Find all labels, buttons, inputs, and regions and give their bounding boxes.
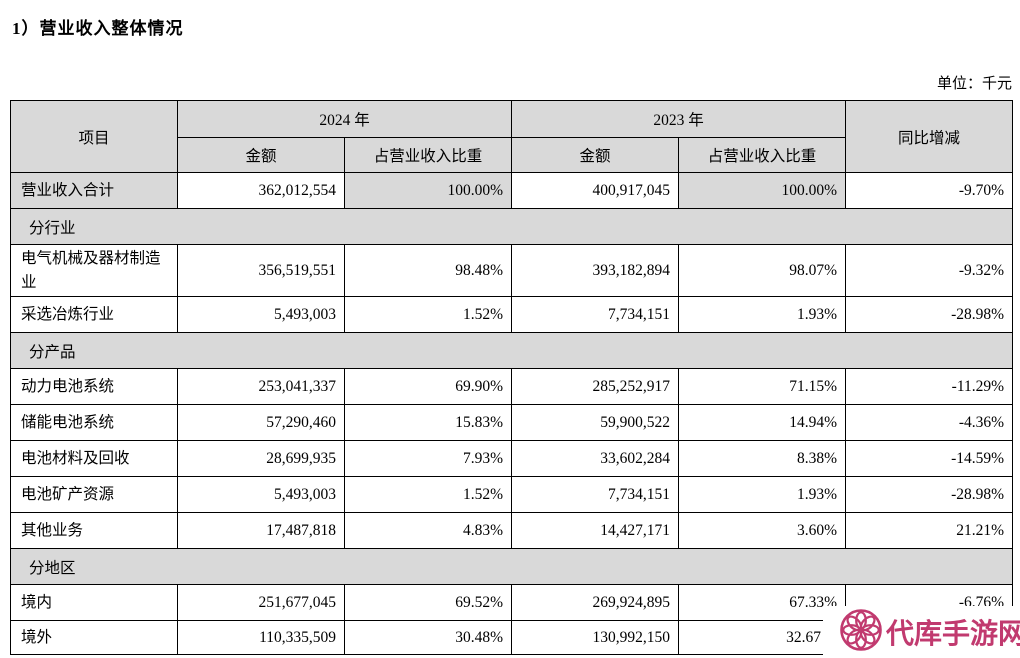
row-pct-2023: 1.93%: [678, 476, 847, 513]
row-pct-2024: 100.00%: [343, 172, 513, 209]
row-amount-2024: 251,677,045: [177, 584, 345, 621]
row-amount-2024: 5,493,003: [177, 476, 345, 513]
section-label: 分地区: [9, 548, 1014, 585]
row-pct-2024: 1.52%: [343, 476, 513, 513]
table-row: 采选冶炼行业 5,493,003 1.52% 7,734,151 1.93% -…: [10, 296, 1014, 333]
row-pct-2024: 98.48%: [343, 244, 513, 297]
row-pct-2024: 1.52%: [343, 296, 513, 333]
row-item-label: 其他业务: [10, 512, 178, 549]
row-yoy: -11.29%: [845, 368, 1014, 405]
row-amount-2023: 130,992,150: [511, 620, 680, 655]
row-pct-2023: 32.67: [678, 620, 847, 655]
row-item-label: 境内: [10, 584, 178, 621]
row-pct-2024: 69.90%: [343, 368, 513, 405]
revenue-table: 项目 2024 年 2023 年 同比增减 金额 占营业收入比重 金额 占营业收…: [9, 100, 1014, 655]
header-year-2023: 2023 年: [511, 100, 847, 138]
header-amount-2024: 金额: [177, 137, 345, 173]
row-pct-2023: 14.94%: [678, 404, 847, 441]
unit-label: 单位：千元: [936, 76, 1012, 92]
row-yoy: -9.32%: [845, 244, 1014, 297]
row-pct-2024: 69.52%: [343, 584, 513, 621]
row-amount-2024: 362,012,554: [177, 172, 345, 209]
table-header-row-1: 项目 2024 年 2023 年 同比增减: [10, 100, 1014, 173]
table-row-total: 营业收入合计 362,012,554 100.00% 400,917,045 1…: [10, 172, 1014, 209]
table-row: 电气机械及器材制造业 356,519,551 98.48% 393,182,89…: [10, 244, 1014, 297]
site-watermark: 代库手游网: [823, 606, 1020, 658]
flower-rosette-icon: [839, 608, 883, 657]
row-amount-2024: 57,290,460: [177, 404, 345, 441]
section-row-product: 分产品: [9, 332, 1014, 369]
row-yoy: -9.70%: [845, 172, 1014, 209]
row-amount-2024: 28,699,935: [177, 440, 345, 477]
row-item-label: 采选冶炼行业: [10, 296, 178, 333]
row-item-label: 电池矿产资源: [10, 476, 178, 513]
section-label: 分产品: [9, 332, 1014, 369]
row-yoy: 21.21%: [845, 512, 1014, 549]
row-yoy: -28.98%: [845, 476, 1014, 513]
row-pct-2023: 71.15%: [678, 368, 847, 405]
row-amount-2023: 269,924,895: [511, 584, 680, 621]
row-pct-2024: 30.48%: [343, 620, 513, 655]
row-amount-2024: 5,493,003: [177, 296, 345, 333]
row-amount-2023: 7,734,151: [511, 476, 680, 513]
row-pct-2023: 67.33%: [678, 584, 847, 621]
table-row: 其他业务 17,487,818 4.83% 14,427,171 3.60% 2…: [10, 512, 1014, 549]
row-pct-2024: 4.83%: [343, 512, 513, 549]
header-pct-2024: 占营业收入比重: [343, 137, 513, 173]
table-row: 储能电池系统 57,290,460 15.83% 59,900,522 14.9…: [10, 404, 1014, 441]
row-pct-2024: 7.93%: [343, 440, 513, 477]
row-yoy: -14.59%: [845, 440, 1014, 477]
row-item-label: 营业收入合计: [10, 172, 178, 209]
row-item-label: 电气机械及器材制造业: [10, 244, 178, 297]
header-year-2024: 2024 年: [176, 100, 513, 138]
row-amount-2023: 59,900,522: [511, 404, 680, 441]
row-pct-2024: 15.83%: [343, 404, 513, 441]
row-amount-2023: 7,734,151: [511, 296, 680, 333]
row-amount-2024: 253,041,337: [177, 368, 345, 405]
row-amount-2024: 17,487,818: [177, 512, 345, 549]
row-item-label: 电池材料及回收: [10, 440, 178, 477]
row-amount-2024: 356,519,551: [177, 244, 345, 297]
row-amount-2023: 400,917,045: [511, 172, 680, 209]
header-item: 项目: [10, 100, 178, 173]
table-header-row-2: 金额 占营业收入比重 金额 占营业收入比重: [11, 137, 1013, 173]
row-pct-2023: 1.93%: [678, 296, 847, 333]
table-row: 电池材料及回收 28,699,935 7.93% 33,602,284 8.38…: [10, 440, 1014, 477]
section-row-industry: 分行业: [9, 208, 1014, 245]
row-amount-2023: 33,602,284: [511, 440, 680, 477]
table-row: 电池矿产资源 5,493,003 1.52% 7,734,151 1.93% -…: [10, 476, 1014, 513]
row-pct-2023: 98.07%: [678, 244, 847, 297]
row-item-label: 储能电池系统: [10, 404, 178, 441]
row-pct-2023: 100.00%: [678, 172, 847, 209]
header-pct-2023: 占营业收入比重: [678, 137, 847, 173]
row-amount-2023: 14,427,171: [511, 512, 680, 549]
header-amount-2023: 金额: [511, 137, 680, 173]
row-amount-2024: 110,335,509: [177, 620, 345, 655]
row-item-label: 动力电池系统: [10, 368, 178, 405]
watermark-text: 代库手游网: [886, 618, 1020, 649]
row-amount-2023: 285,252,917: [511, 368, 680, 405]
section-label: 分行业: [9, 208, 1014, 245]
row-yoy: -28.98%: [845, 296, 1014, 333]
page-title: 1）营业收入整体情况: [12, 19, 184, 38]
section-row-region: 分地区: [9, 548, 1014, 585]
row-pct-2023: 3.60%: [678, 512, 847, 549]
table-row: 动力电池系统 253,041,337 69.90% 285,252,917 71…: [10, 368, 1014, 405]
row-yoy: -4.36%: [845, 404, 1014, 441]
row-item-label: 境外: [10, 620, 178, 655]
row-pct-2023: 8.38%: [678, 440, 847, 477]
row-amount-2023: 393,182,894: [511, 244, 680, 297]
header-yoy: 同比增减: [845, 100, 1014, 173]
